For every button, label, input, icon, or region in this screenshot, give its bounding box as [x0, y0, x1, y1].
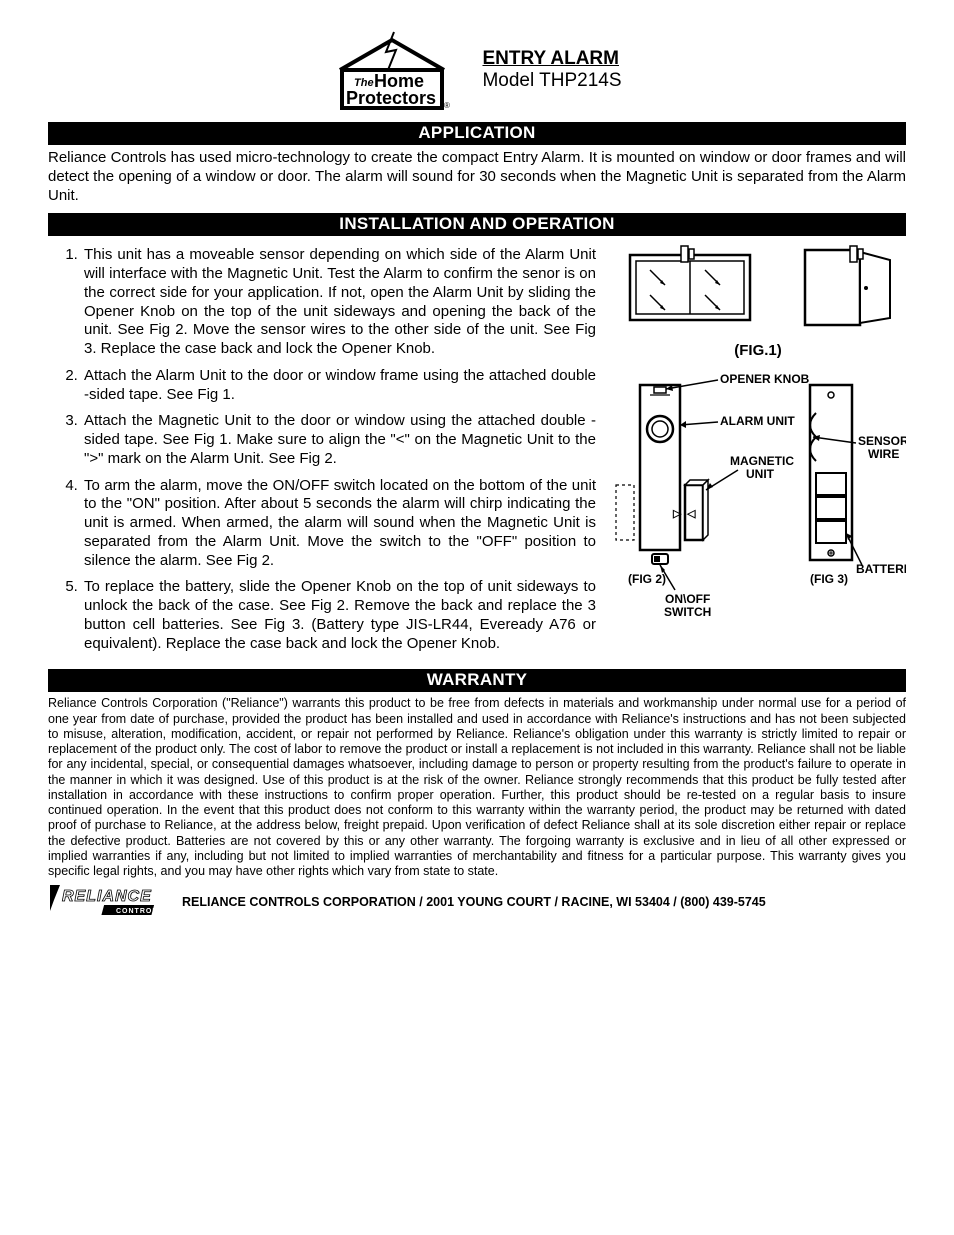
fig3-label: (FIG 3) — [810, 572, 848, 586]
installation-content: This unit has a moveable sensor dependin… — [48, 240, 906, 661]
product-title: ENTRY ALARM — [482, 48, 621, 70]
install-step: This unit has a moveable sensor dependin… — [82, 246, 596, 359]
svg-text:WIRE: WIRE — [868, 447, 899, 461]
application-body: Reliance Controls has used micro-technol… — [48, 149, 906, 205]
install-step: Attach the Alarm Unit to the door or win… — [82, 367, 596, 405]
title-block: ENTRY ALARM Model THP214S — [482, 48, 621, 92]
section-heading-installation: INSTALLATION AND OPERATION — [48, 213, 906, 236]
document-header: The Home Protectors ® ENTRY ALARM Model … — [48, 30, 906, 110]
reliance-logo: RELIANCE CONTROLS — [48, 883, 168, 920]
home-protectors-logo: The Home Protectors ® — [332, 30, 452, 110]
install-step: Attach the Magnetic Unit to the door or … — [82, 412, 596, 468]
installation-steps: This unit has a moveable sensor dependin… — [48, 246, 596, 661]
model-number: Model THP214S — [482, 70, 621, 92]
footer: RELIANCE CONTROLS RELIANCE CONTROLS CORP… — [48, 883, 906, 920]
fig2-label: (FIG 2) — [628, 572, 666, 586]
label-alarm-unit: ALARM UNIT — [720, 414, 795, 428]
svg-text:◁: ◁ — [686, 508, 696, 520]
section-heading-application: APPLICATION — [48, 122, 906, 145]
section-heading-warranty: WARRANTY — [48, 669, 906, 692]
figure-1: (FIG.1) — [610, 240, 906, 359]
svg-text:RELIANCE: RELIANCE — [62, 888, 152, 905]
svg-text:SWITCH: SWITCH — [664, 605, 711, 619]
label-opener-knob: OPENER KNOB — [720, 372, 810, 386]
figure-2-3: ▷ ◁ OPENER KNOB ALARM UNIT — [610, 365, 906, 625]
label-onoff: ON\OFF — [665, 592, 710, 606]
logo-text-protectors: Protectors — [346, 88, 436, 108]
house-logo-icon: The Home Protectors ® — [332, 30, 452, 110]
warranty-body: Reliance Controls Corporation ("Reliance… — [48, 696, 906, 879]
svg-text:▷: ▷ — [672, 508, 682, 520]
svg-text:UNIT: UNIT — [746, 467, 775, 481]
figures-column: (FIG.1) ▷ — [610, 240, 906, 661]
fig1-label: (FIG.1) — [610, 342, 906, 359]
install-step: To replace the battery, slide the Opener… — [82, 578, 596, 653]
svg-text:®: ® — [444, 101, 450, 110]
label-magnetic-unit: MAGNETIC — [730, 454, 794, 468]
footer-address: RELIANCE CONTROLS CORPORATION / 2001 YOU… — [182, 895, 766, 909]
install-step: To arm the alarm, move the ON/OFF switch… — [82, 477, 596, 571]
label-batteries: BATTERIES — [856, 562, 906, 576]
label-sensor-wire: SENSOR — [858, 434, 906, 448]
svg-text:CONTROLS: CONTROLS — [116, 908, 163, 915]
